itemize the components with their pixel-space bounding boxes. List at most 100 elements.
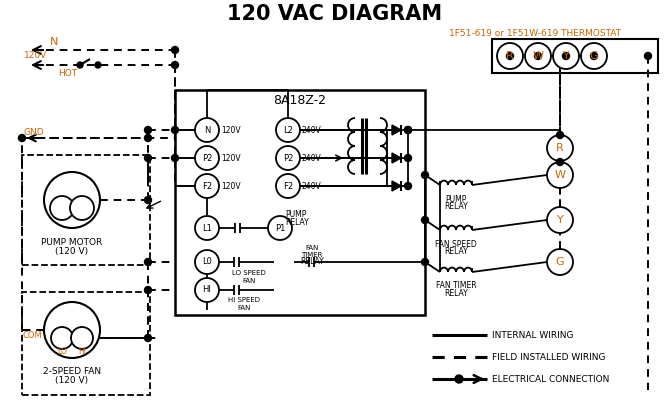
Text: 1F51-619 or 1F51W-619 THERMOSTAT: 1F51-619 or 1F51W-619 THERMOSTAT: [449, 28, 621, 37]
Text: LO SPEED: LO SPEED: [232, 270, 266, 276]
Text: R: R: [556, 143, 564, 153]
Text: 120V: 120V: [221, 181, 241, 191]
Text: HI: HI: [78, 347, 86, 357]
Circle shape: [405, 183, 411, 189]
Text: RELAY: RELAY: [444, 202, 468, 210]
Text: HI: HI: [202, 285, 212, 295]
Circle shape: [95, 62, 101, 68]
Circle shape: [276, 174, 300, 198]
Bar: [22, 155, 150, 265]
Text: N: N: [204, 126, 210, 134]
Text: INTERNAL WIRING: INTERNAL WIRING: [492, 331, 574, 339]
Circle shape: [547, 249, 573, 275]
Text: (120 V): (120 V): [56, 246, 88, 256]
Circle shape: [51, 327, 73, 349]
Circle shape: [71, 327, 93, 349]
Text: G: G: [555, 257, 564, 267]
Circle shape: [405, 127, 411, 134]
Text: F2: F2: [283, 181, 293, 191]
Circle shape: [19, 134, 25, 142]
Text: FAN SPEED: FAN SPEED: [435, 240, 477, 248]
Circle shape: [547, 135, 573, 161]
Bar: [175, 90, 425, 315]
Bar: [492, 39, 658, 73]
Circle shape: [145, 197, 151, 204]
Text: W: W: [533, 51, 543, 61]
Text: FAN: FAN: [306, 245, 319, 251]
Circle shape: [405, 127, 411, 134]
Circle shape: [172, 127, 178, 134]
Text: PUMP MOTOR: PUMP MOTOR: [42, 238, 103, 246]
Circle shape: [276, 146, 300, 170]
Text: RELAY: RELAY: [444, 289, 468, 297]
Text: RELAY: RELAY: [444, 246, 468, 256]
Text: HI SPEED: HI SPEED: [228, 297, 260, 303]
Circle shape: [455, 375, 463, 383]
Text: PUMP: PUMP: [446, 194, 467, 204]
Text: RELAY: RELAY: [300, 258, 324, 266]
Circle shape: [525, 43, 551, 69]
Text: 240V: 240V: [302, 153, 322, 163]
Polygon shape: [392, 153, 401, 163]
Circle shape: [50, 196, 74, 220]
Text: 120V: 120V: [221, 153, 241, 163]
Text: L2: L2: [283, 126, 293, 134]
Circle shape: [195, 118, 219, 142]
Text: Y: Y: [563, 51, 570, 61]
Circle shape: [195, 146, 219, 170]
Bar: [22, 292, 150, 395]
Circle shape: [507, 52, 513, 59]
Text: P2: P2: [202, 153, 212, 163]
Text: L0: L0: [202, 258, 212, 266]
Circle shape: [553, 43, 579, 69]
Circle shape: [497, 43, 523, 69]
Circle shape: [563, 52, 570, 59]
Text: FAN TIMER: FAN TIMER: [436, 282, 476, 290]
Text: F2: F2: [202, 181, 212, 191]
Circle shape: [421, 259, 429, 266]
Text: 240V: 240V: [302, 181, 322, 191]
Circle shape: [421, 171, 429, 178]
Circle shape: [44, 302, 100, 358]
Text: (120 V): (120 V): [56, 377, 88, 385]
Text: RELAY: RELAY: [285, 217, 309, 227]
Circle shape: [557, 132, 563, 139]
Text: FAN: FAN: [243, 278, 256, 284]
Text: 120V: 120V: [221, 126, 241, 134]
Circle shape: [145, 127, 151, 134]
Polygon shape: [392, 125, 401, 135]
Circle shape: [535, 52, 541, 59]
Circle shape: [145, 334, 151, 341]
Circle shape: [195, 250, 219, 274]
Circle shape: [172, 62, 178, 68]
Text: TIMER: TIMER: [302, 252, 323, 258]
Circle shape: [276, 118, 300, 142]
Circle shape: [645, 52, 651, 59]
Text: COM: COM: [22, 331, 42, 339]
Circle shape: [547, 162, 573, 188]
Text: G: G: [590, 51, 598, 61]
Text: ELECTRICAL CONNECTION: ELECTRICAL CONNECTION: [492, 375, 610, 383]
Circle shape: [145, 259, 151, 266]
Text: PUMP: PUMP: [285, 210, 306, 218]
Text: 120V: 120V: [24, 51, 48, 59]
Circle shape: [195, 278, 219, 302]
Circle shape: [145, 134, 151, 142]
Text: P1: P1: [275, 223, 285, 233]
Text: LO: LO: [57, 347, 67, 357]
Text: 2-SPEED FAN: 2-SPEED FAN: [43, 367, 101, 377]
Circle shape: [77, 62, 83, 68]
Text: FIELD INSTALLED WIRING: FIELD INSTALLED WIRING: [492, 352, 606, 362]
Text: W: W: [555, 170, 565, 180]
Circle shape: [268, 216, 292, 240]
Circle shape: [581, 43, 607, 69]
Polygon shape: [392, 181, 401, 191]
Circle shape: [145, 287, 151, 293]
Text: GND: GND: [24, 127, 45, 137]
Circle shape: [195, 216, 219, 240]
Circle shape: [405, 155, 411, 161]
Text: Y: Y: [557, 215, 563, 225]
Circle shape: [44, 172, 100, 228]
Circle shape: [145, 155, 151, 161]
Circle shape: [172, 47, 178, 54]
